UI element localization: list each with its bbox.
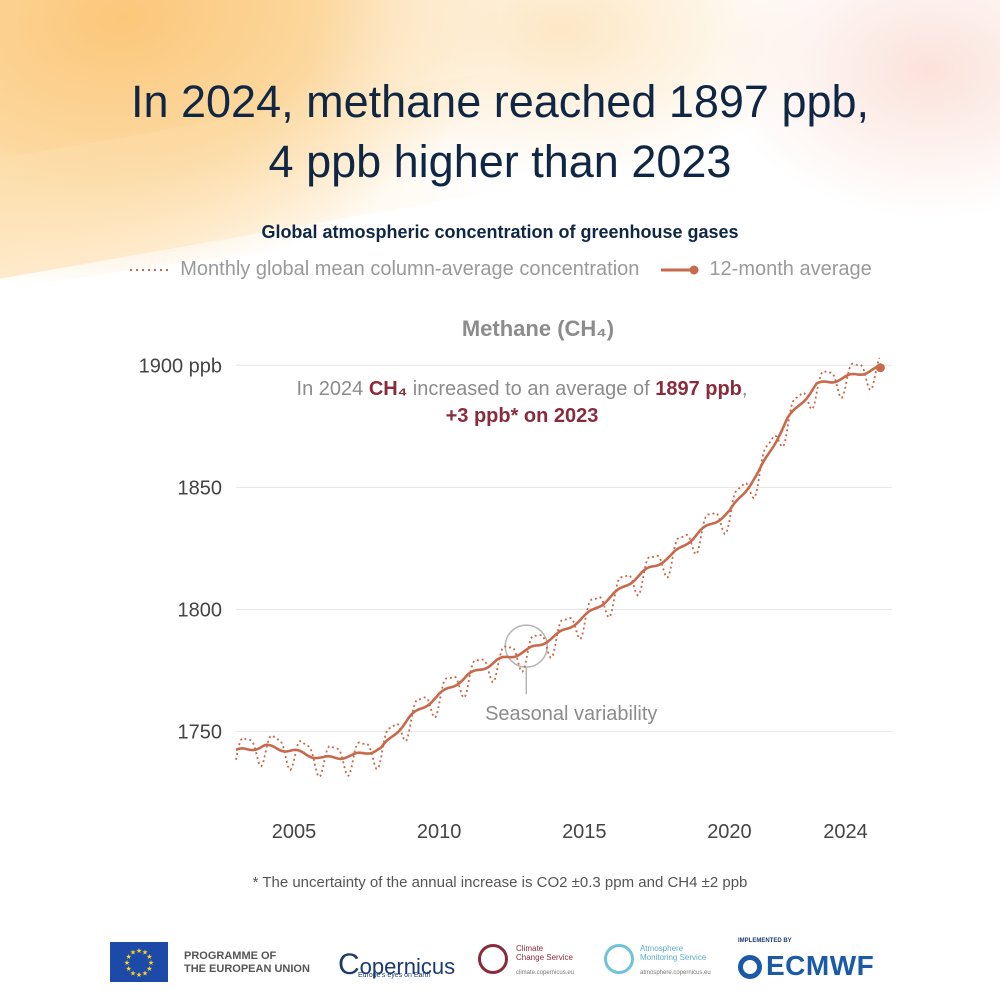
legend-item-monthly: Monthly global mean column-average conce… xyxy=(128,258,639,281)
eu-star: ★ xyxy=(146,965,152,973)
methane-chart: 1750 1800 1850 1900 ppb 2005 2010 2015 2020 202… xyxy=(0,300,1000,860)
cams-logo: Atmosphere Monitoring Service atmosphere… xyxy=(604,938,724,988)
x-tick-label-2015: 2015 xyxy=(562,821,607,843)
seasonal-variability-label: Seasonal variability xyxy=(485,703,657,725)
increase-annotation-line-2: +3 ppb* on 2023 xyxy=(446,405,599,427)
eu-star: ★ xyxy=(130,969,136,977)
eu-star: ★ xyxy=(136,947,142,955)
copernicus-initial: C xyxy=(338,948,360,981)
c3s-name-line-1: Climate xyxy=(516,944,544,953)
legend-label-annual: 12-month average xyxy=(709,258,872,280)
y-tick-labels: 1750 1800 1850 1900 ppb xyxy=(139,355,222,743)
ecmwf-logo: IMPLEMENTED BY ECMWF xyxy=(738,938,898,988)
methane-chart-svg: 1750 1800 1850 1900 ppb 2005 2010 2015 2020 202… xyxy=(139,316,892,843)
increase-annotation-line-1: In 2024 CH₄ increased to an average of 1… xyxy=(297,378,748,400)
eu-programme-label: PROGRAMME OF THE EUROPEAN UNION xyxy=(184,950,310,1000)
eu-star: ★ xyxy=(130,949,136,957)
c3s-name-line-2: Change Service xyxy=(516,953,573,962)
chart-legend: Monthly global mean column-average conce… xyxy=(0,258,1000,281)
headline-line-1: In 2024, methane reached 1897 ppb, xyxy=(130,76,870,127)
annotation-mid: increased to an average of xyxy=(407,378,655,400)
annotation-gas: CH₄ xyxy=(369,378,407,400)
eu-star: ★ xyxy=(125,953,131,961)
c3s-name: Climate Change Service xyxy=(516,944,573,962)
eu-flag-logo: ★ ★ ★ ★ ★ ★ ★ ★ ★ ★ ★ ★ xyxy=(110,942,168,982)
y-tick-label-1900: 1900 ppb xyxy=(139,355,222,377)
x-tick-labels: 2005 2010 2015 2020 2024 xyxy=(272,821,868,843)
partner-logos: ★ ★ ★ ★ ★ ★ ★ ★ ★ ★ ★ ★ PROGRAMME OF THE EUROPEAN U… xyxy=(110,938,900,988)
ecmwf-implemented-by: IMPLEMENTED BY xyxy=(738,938,792,944)
eu-label-line-2: THE EUROPEAN UNION xyxy=(184,963,310,975)
headline-line-2: 4 ppb higher than 2023 xyxy=(268,136,732,187)
monthly-series-line xyxy=(235,357,881,779)
x-tick-label-2010: 2010 xyxy=(417,821,462,843)
legend-item-annual: 12-month average xyxy=(657,258,872,281)
dotted-line-icon xyxy=(130,268,171,271)
chart-title: Methane (CH₄) xyxy=(462,316,614,341)
x-tick-label-2005: 2005 xyxy=(272,821,317,843)
c3s-url: climate.copernicus.eu xyxy=(516,970,575,976)
series-end-point xyxy=(875,363,885,373)
y-tick-label-1800: 1800 xyxy=(178,600,223,622)
annotation-value: 1897 ppb xyxy=(655,378,742,400)
chart-subtitle: Global atmospheric concentration of gree… xyxy=(261,222,739,242)
eu-star: ★ xyxy=(136,971,142,979)
cams-name-line-1: Atmosphere xyxy=(640,944,684,953)
cams-name: Atmosphere Monitoring Service xyxy=(640,944,706,962)
y-tick-label-1850: 1850 xyxy=(178,477,223,499)
copernicus-rest: opernicus xyxy=(359,954,456,979)
ecmwf-mark-icon xyxy=(738,955,762,979)
eu-stars-icon: ★★★★★★★★★ ★ ★★ xyxy=(124,947,154,979)
grid-lines xyxy=(236,364,892,733)
eu-star: ★ xyxy=(148,959,154,967)
solid-line-dot-icon xyxy=(661,265,699,274)
ecmwf-wordmark: ECMWF xyxy=(766,950,875,981)
annotation-prefix: In 2024 xyxy=(297,378,369,400)
annual-series-line xyxy=(235,364,880,761)
legend-label-monthly: Monthly global mean column-average conce… xyxy=(180,258,640,280)
seasonal-variability-callout: Seasonal variability xyxy=(485,624,657,725)
headline: In 2024, methane reached 1897 ppb, 4 ppb… xyxy=(0,72,1000,192)
thermometer-icon xyxy=(478,944,508,974)
atmosphere-icon xyxy=(604,944,634,974)
x-tick-label-2024: 2024 xyxy=(823,821,868,843)
y-tick-label-1750: 1750 xyxy=(178,722,223,744)
copernicus-tagline: Europe's eyes on Earth xyxy=(358,972,431,979)
cams-name-line-2: Monitoring Service xyxy=(640,953,707,962)
cams-url: atmosphere.copernicus.eu xyxy=(640,970,711,976)
eu-star: ★ xyxy=(142,949,148,957)
annotation-suffix: , xyxy=(742,378,748,400)
eu-star: ★ xyxy=(125,965,131,973)
x-tick-label-2020: 2020 xyxy=(707,821,752,843)
copernicus-wordmark: Copernicus xyxy=(338,948,455,982)
eu-star: ★ xyxy=(124,959,130,967)
c3s-logo: Climate Change Service climate.copernicu… xyxy=(478,938,588,988)
copernicus-logo: Copernicus Europe's eyes on Earth xyxy=(338,938,455,988)
uncertainty-footnote: * The uncertainty of the annual increase… xyxy=(252,874,748,891)
eu-label-line-1: PROGRAMME OF xyxy=(184,950,277,962)
eu-star: ★ xyxy=(146,953,152,961)
eu-star: ★ xyxy=(142,969,148,977)
